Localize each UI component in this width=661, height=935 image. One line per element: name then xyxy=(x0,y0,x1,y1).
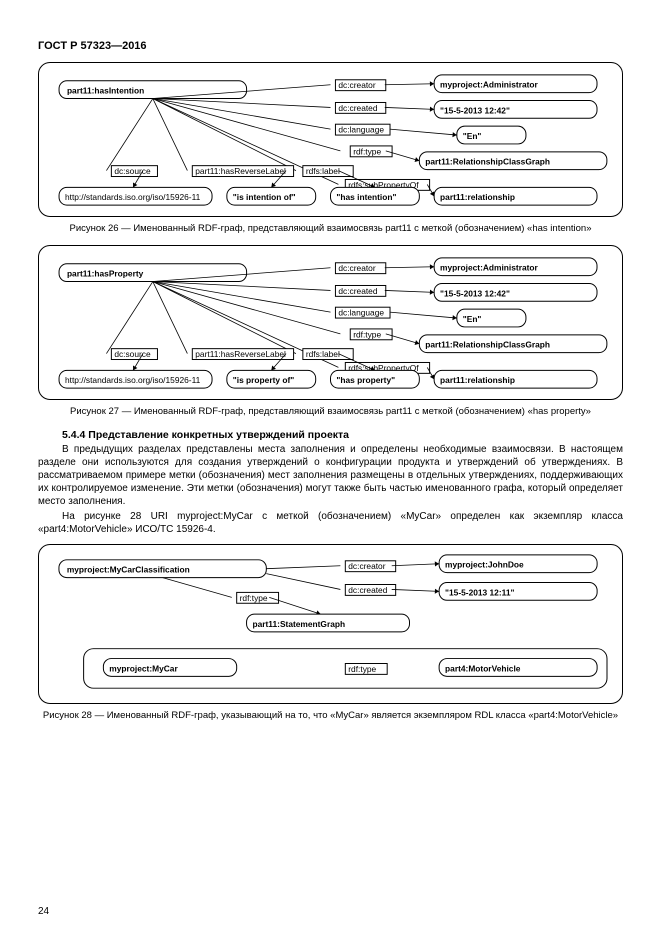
svg-text:dc:creator: dc:creator xyxy=(338,264,375,274)
svg-text:part11:hasReverseLabel: part11:hasReverseLabel xyxy=(195,166,286,176)
svg-text:rdfs:label: rdfs:label xyxy=(306,349,340,359)
svg-text:part11:relationship: part11:relationship xyxy=(440,376,515,386)
svg-text:rdf:type: rdf:type xyxy=(353,146,381,156)
svg-text:part11:relationship: part11:relationship xyxy=(440,192,515,202)
svg-text:rdf:type: rdf:type xyxy=(348,664,376,674)
figure-28: myproject:MyCarClassification dc:creator d… xyxy=(38,544,623,704)
svg-text:part11:hasIntention: part11:hasIntention xyxy=(67,86,144,96)
caption-27: Рисунок 27 — Именованный RDF-граф, предс… xyxy=(38,406,623,418)
svg-text:"is intention of": "is intention of" xyxy=(233,192,296,202)
page: ГОСТ Р 57323—2016 part11:hasIntention dc:… xyxy=(0,0,661,935)
svg-text:"is property of": "is property of" xyxy=(233,376,294,386)
svg-text:dc:created: dc:created xyxy=(338,286,377,296)
svg-text:part11:StatementGraph: part11:StatementGraph xyxy=(252,619,345,629)
svg-text:rdf:type: rdf:type xyxy=(353,330,381,340)
svg-text:http://standards.iso.org/iso/1: http://standards.iso.org/iso/15926-11 xyxy=(65,376,201,386)
svg-text:http://standards.iso.org/iso/1: http://standards.iso.org/iso/15926-11 xyxy=(65,192,201,202)
svg-text:"15-5-2013 12:42": "15-5-2013 12:42" xyxy=(440,105,510,115)
page-number: 24 xyxy=(38,906,49,917)
figure-27: part11:hasProperty dc:creator dc:created dc… xyxy=(38,245,623,400)
svg-text:part11:RelationshipClassGraph: part11:RelationshipClassGraph xyxy=(425,157,550,167)
svg-text:part4:MotorVehicle: part4:MotorVehicle xyxy=(445,663,521,673)
svg-text:dc:created: dc:created xyxy=(338,103,377,113)
svg-text:"En": "En" xyxy=(463,131,482,141)
svg-text:dc:language: dc:language xyxy=(338,125,384,135)
svg-text:"15-5-2013 12:42": "15-5-2013 12:42" xyxy=(440,289,510,299)
svg-text:part11:hasReverseLabel: part11:hasReverseLabel xyxy=(195,349,286,359)
svg-text:dc:language: dc:language xyxy=(338,308,384,318)
svg-text:rdfs:label: rdfs:label xyxy=(306,166,340,176)
svg-text:dc:creator: dc:creator xyxy=(338,80,375,90)
svg-text:myproject:MyCar: myproject:MyCar xyxy=(109,663,178,673)
section-heading-544: 5.4.4 Представление конкретных утвержден… xyxy=(38,429,623,441)
svg-text:rdf:type: rdf:type xyxy=(240,592,268,602)
paragraph-1: В предыдущих разделах представлены места… xyxy=(38,443,623,508)
svg-text:"En": "En" xyxy=(463,314,482,324)
document-header: ГОСТ Р 57323—2016 xyxy=(38,40,623,52)
svg-text:dc:source: dc:source xyxy=(114,166,151,176)
svg-text:dc:created: dc:created xyxy=(348,585,387,595)
svg-text:"has property": "has property" xyxy=(336,376,395,386)
svg-text:part11:hasProperty: part11:hasProperty xyxy=(67,269,144,279)
paragraph-2: На рисунке 28 URI myproject:MyCar с метк… xyxy=(38,510,623,536)
svg-text:myproject:JohnDoe: myproject:JohnDoe xyxy=(445,559,524,569)
svg-text:"has intention": "has intention" xyxy=(336,192,396,202)
svg-text:myproject:Administrator: myproject:Administrator xyxy=(440,263,538,273)
caption-26: Рисунок 26 — Именованный RDF-граф, предс… xyxy=(38,223,623,235)
svg-text:dc:creator: dc:creator xyxy=(348,561,385,571)
svg-text:myproject:Administrator: myproject:Administrator xyxy=(440,80,538,90)
svg-text:myproject:MyCarClassification: myproject:MyCarClassification xyxy=(67,564,190,574)
svg-text:part11:RelationshipClassGraph: part11:RelationshipClassGraph xyxy=(425,340,550,350)
figure-26: part11:hasIntention dc:creator dc:created d… xyxy=(38,62,623,217)
svg-text:dc:source: dc:source xyxy=(114,349,151,359)
svg-text:"15-5-2013 12:11": "15-5-2013 12:11" xyxy=(445,587,514,597)
caption-28: Рисунок 28 — Именованный RDF-граф, указы… xyxy=(38,710,623,722)
